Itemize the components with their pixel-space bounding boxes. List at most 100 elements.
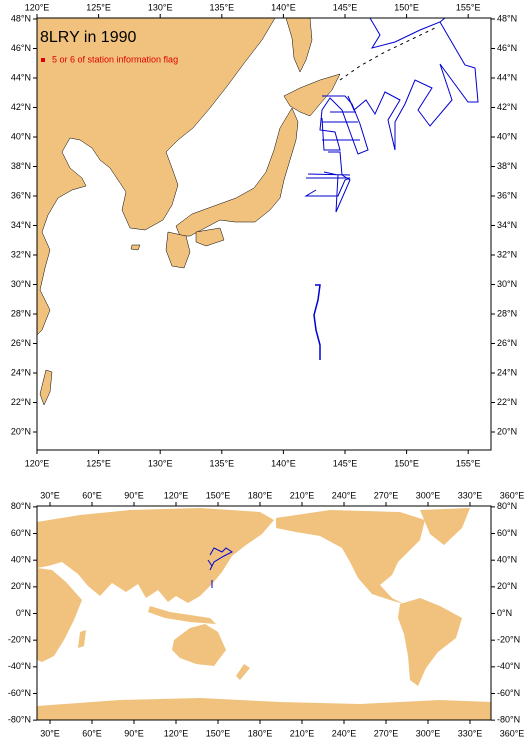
japan-kyushu bbox=[165, 231, 191, 269]
lon-tick-label: 240°E bbox=[332, 490, 357, 500]
lon-tick-label: 360°E bbox=[500, 728, 525, 738]
lat-tick-label: 26°N bbox=[497, 338, 517, 348]
lon-tick-label: 30°E bbox=[40, 728, 60, 738]
eurasia bbox=[37, 508, 274, 603]
lon-tick-label: 130°E bbox=[148, 458, 173, 468]
regional-map: 8LRY in 1990 5 or 6 of station informati… bbox=[36, 17, 492, 451]
lon-tick-label: 330°E bbox=[458, 728, 483, 738]
asia-mainland bbox=[36, 17, 276, 336]
lat-tick-label: 20°N bbox=[11, 426, 31, 436]
lat-tick-label: 42°N bbox=[11, 102, 31, 112]
lon-tick-label: 155°E bbox=[456, 2, 481, 12]
lon-tick-label: 120°E bbox=[164, 490, 189, 500]
lat-tick-label: 30°N bbox=[11, 279, 31, 289]
south-america bbox=[398, 598, 462, 686]
lat-tick-label: -60°N bbox=[8, 688, 31, 698]
lat-tick-label: 24°N bbox=[11, 367, 31, 377]
lat-tick-label: 80°N bbox=[11, 501, 31, 511]
lon-tick-label: 210°E bbox=[290, 490, 315, 500]
map-title: 8LRY in 1990 bbox=[40, 29, 136, 46]
lon-tick-label: 120°E bbox=[25, 458, 50, 468]
track-sanriku bbox=[304, 151, 351, 213]
lon-tick-label: 270°E bbox=[374, 490, 399, 500]
lon-tick-label: 145°E bbox=[333, 2, 358, 12]
lat-tick-label: -80°N bbox=[497, 715, 520, 725]
world-map bbox=[36, 505, 492, 721]
greenland bbox=[420, 508, 470, 545]
lat-tick-label: 34°N bbox=[497, 220, 517, 230]
lon-tick-label: 120°E bbox=[164, 728, 189, 738]
lon-tick-label: 90°E bbox=[124, 490, 144, 500]
lon-tick-label: 125°E bbox=[86, 458, 111, 468]
lon-tick-label: 150°E bbox=[206, 490, 231, 500]
lon-tick-label: 240°E bbox=[332, 728, 357, 738]
japan-shikoku bbox=[195, 227, 225, 247]
lat-tick-label: 32°N bbox=[11, 249, 31, 259]
new-zealand bbox=[236, 664, 250, 680]
lat-tick-label: 20°N bbox=[497, 426, 517, 436]
lat-tick-label: 0°N bbox=[497, 608, 512, 618]
lat-tick-label: 32°N bbox=[497, 249, 517, 259]
lat-tick-label: -60°N bbox=[497, 688, 520, 698]
legend-label: 5 or 6 of station information flag bbox=[52, 54, 178, 64]
lat-tick-label: 46°N bbox=[497, 43, 517, 53]
lat-tick-label: 38°N bbox=[11, 161, 31, 171]
lat-tick-label: -80°N bbox=[8, 715, 31, 725]
lat-tick-label: -40°N bbox=[497, 661, 520, 671]
antarctica bbox=[37, 698, 491, 720]
lon-tick-label: 210°E bbox=[290, 728, 315, 738]
lat-tick-label: 46°N bbox=[11, 43, 31, 53]
lat-tick-label: 60°N bbox=[497, 528, 517, 538]
lat-tick-label: 36°N bbox=[11, 190, 31, 200]
lon-tick-label: 300°E bbox=[416, 490, 441, 500]
sakhalin bbox=[285, 17, 313, 73]
lat-tick-label: 22°N bbox=[497, 397, 517, 407]
lat-tick-label: 20°N bbox=[11, 581, 31, 591]
lat-tick-label: 80°N bbox=[497, 501, 517, 511]
lon-tick-label: 140°E bbox=[271, 458, 296, 468]
lat-tick-label: 24°N bbox=[497, 367, 517, 377]
lon-tick-label: 60°E bbox=[82, 728, 102, 738]
lon-tick-label: 150°E bbox=[206, 728, 231, 738]
lon-tick-label: 300°E bbox=[416, 728, 441, 738]
lat-tick-label: 0°N bbox=[16, 608, 31, 618]
track-south bbox=[313, 284, 321, 360]
lat-tick-label: 44°N bbox=[497, 72, 517, 82]
lon-tick-label: 180°E bbox=[248, 490, 273, 500]
lon-tick-label: 330°E bbox=[458, 490, 483, 500]
hokkaido bbox=[283, 73, 341, 117]
legend-marker bbox=[41, 58, 45, 62]
lon-tick-label: 360°E bbox=[500, 490, 525, 500]
track-overview bbox=[207, 547, 233, 588]
lon-tick-label: 135°E bbox=[209, 2, 234, 12]
lon-tick-label: 125°E bbox=[86, 2, 111, 12]
australia bbox=[172, 624, 226, 666]
lon-tick-label: 155°E bbox=[456, 458, 481, 468]
lon-tick-label: 180°E bbox=[248, 728, 273, 738]
lon-tick-label: 120°E bbox=[25, 2, 50, 12]
kuril-islands bbox=[339, 27, 436, 81]
lat-tick-label: 34°N bbox=[11, 220, 31, 230]
taiwan bbox=[39, 369, 53, 406]
lat-tick-label: 42°N bbox=[497, 102, 517, 112]
track-east-hokkaido bbox=[319, 95, 369, 155]
lon-tick-label: 270°E bbox=[374, 728, 399, 738]
lat-tick-label: 40°N bbox=[11, 131, 31, 141]
madagascar bbox=[78, 630, 86, 648]
lat-tick-label: -20°N bbox=[8, 635, 31, 645]
lon-tick-label: 130°E bbox=[148, 2, 173, 12]
lat-tick-label: -40°N bbox=[8, 661, 31, 671]
lon-tick-label: 150°E bbox=[394, 2, 419, 12]
lat-tick-label: 30°N bbox=[497, 279, 517, 289]
lat-tick-label: 44°N bbox=[11, 72, 31, 82]
regional-frame bbox=[36, 17, 492, 451]
lat-tick-label: 20°N bbox=[497, 581, 517, 591]
lat-tick-label: 48°N bbox=[497, 13, 517, 23]
lat-tick-label: 40°N bbox=[11, 555, 31, 565]
lon-tick-label: 135°E bbox=[209, 458, 234, 468]
africa bbox=[37, 568, 82, 662]
lat-tick-label: -20°N bbox=[497, 635, 520, 645]
jeju bbox=[130, 244, 141, 251]
